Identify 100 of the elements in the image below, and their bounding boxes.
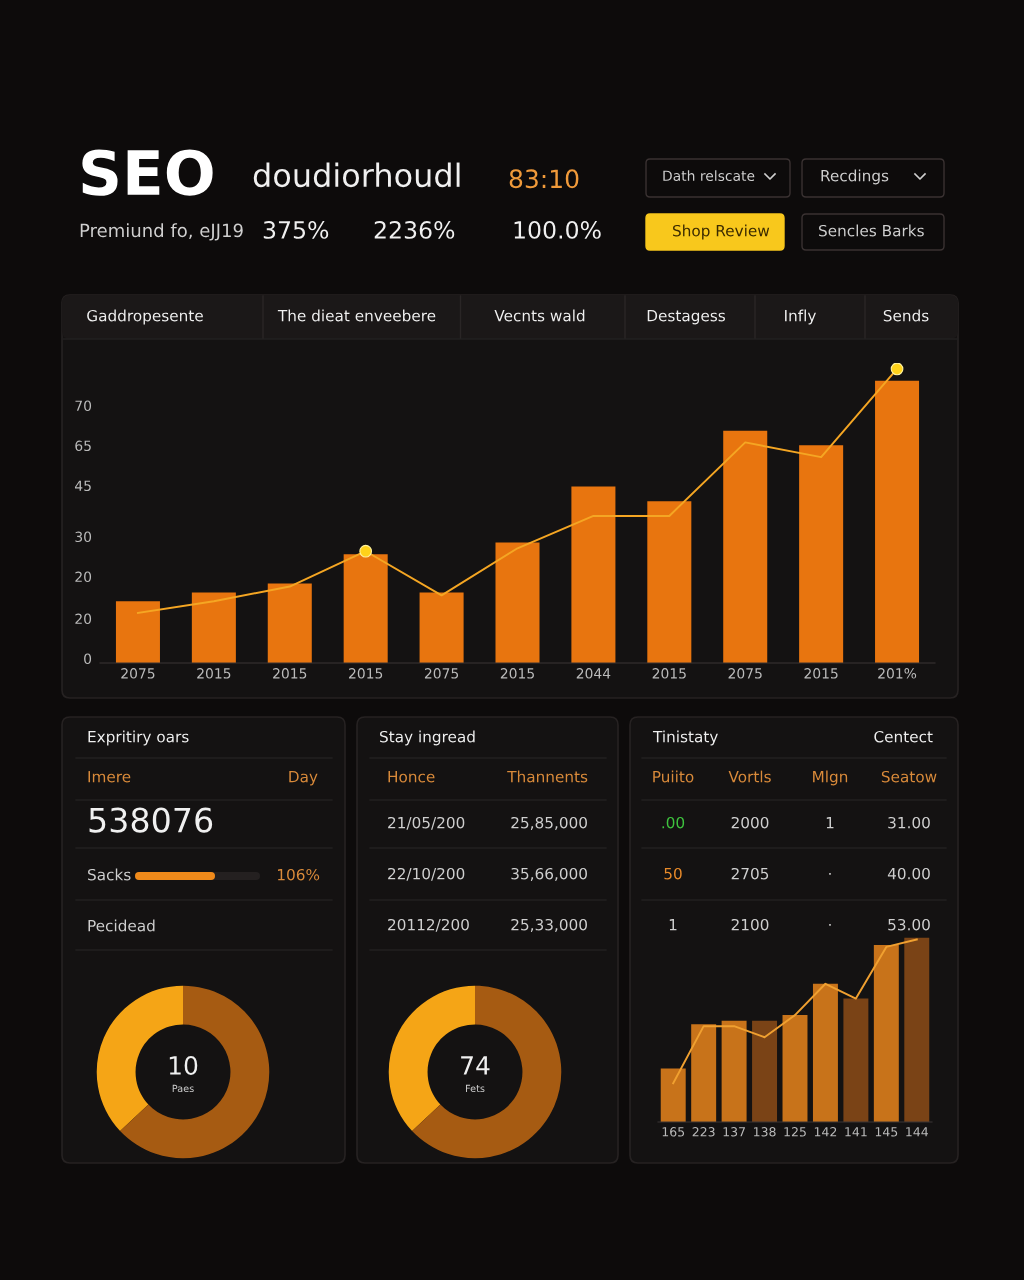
bar xyxy=(721,1020,747,1122)
text: Puiito xyxy=(653,770,694,783)
text: · xyxy=(829,872,831,875)
x-tick-label: 144 xyxy=(906,1127,929,1137)
x-tick-label: 137 xyxy=(723,1127,745,1137)
bar xyxy=(752,1020,778,1122)
text: Tinistaty xyxy=(652,730,718,746)
bar xyxy=(115,601,160,663)
text: 74 xyxy=(461,1056,490,1075)
text: doudiorhoudl xyxy=(253,162,460,188)
text: Stay ingread xyxy=(380,730,475,746)
text: The dieat enveebere xyxy=(277,309,436,322)
text: Gaddropesente xyxy=(87,309,203,325)
text: Honce xyxy=(388,771,435,783)
bar xyxy=(873,945,899,1122)
text: 20112/200 xyxy=(388,918,469,932)
text: .00 xyxy=(662,816,685,829)
bar xyxy=(343,554,388,663)
text: 20 xyxy=(75,571,92,583)
text: Recdings xyxy=(821,169,889,185)
text: Destagess xyxy=(647,310,725,325)
text: 0 xyxy=(84,653,92,665)
text: 83:10 xyxy=(509,169,579,189)
text: Fets xyxy=(466,1084,485,1093)
x-tick-label: 2015 xyxy=(349,668,383,679)
x-tick-label: 2015 xyxy=(273,668,307,679)
x-tick-label: 2015 xyxy=(500,668,534,679)
text: Centect xyxy=(874,730,933,743)
text: 40.00 xyxy=(887,867,930,880)
text: 53.00 xyxy=(888,918,930,931)
bar xyxy=(723,430,768,663)
text: 100.0% xyxy=(514,220,601,239)
text: 10 xyxy=(169,1056,198,1075)
donut-slice xyxy=(120,985,270,1159)
x-tick-label: 201% xyxy=(878,668,917,679)
text: Thannents xyxy=(507,770,588,783)
text: SEO xyxy=(82,149,213,196)
bar xyxy=(875,380,920,663)
bar xyxy=(660,1068,686,1122)
text: Imere xyxy=(88,771,131,783)
text: 2100 xyxy=(731,918,769,931)
bar xyxy=(843,998,869,1122)
text: 50 xyxy=(664,867,682,880)
text: Seatow xyxy=(881,770,937,783)
text: 45 xyxy=(75,480,91,492)
x-tick-label: 2044 xyxy=(576,668,611,679)
bar xyxy=(799,445,844,663)
x-tick-label: 2075 xyxy=(121,668,155,679)
text: Mlgn xyxy=(813,770,848,786)
text: Dath relscate xyxy=(663,170,755,182)
bar xyxy=(904,937,930,1122)
text: 106% xyxy=(278,868,320,881)
x-tick-label: 141 xyxy=(845,1127,867,1137)
text: 2236% xyxy=(374,220,455,239)
x-tick-label: 2075 xyxy=(424,668,459,679)
x-tick-label: 2015 xyxy=(197,668,231,679)
bar xyxy=(495,542,540,663)
text: 30 xyxy=(75,531,92,543)
text: Pecidead xyxy=(88,919,155,932)
text: 65 xyxy=(75,440,91,452)
x-tick-label: 165 xyxy=(662,1127,685,1137)
x-tick-label: 125 xyxy=(784,1127,806,1137)
text: Expritiry oars xyxy=(88,730,189,746)
text: Infly xyxy=(785,309,816,325)
bar xyxy=(782,1015,808,1122)
text: Day xyxy=(289,771,318,786)
bar xyxy=(647,501,692,663)
bar xyxy=(267,583,312,663)
text: Shop Review xyxy=(673,224,770,240)
text: 21/05/200 xyxy=(388,816,465,830)
bar xyxy=(191,592,236,663)
text: 375% xyxy=(263,220,329,239)
text: 25,85,000 xyxy=(511,816,587,830)
text: 1 xyxy=(826,817,834,829)
x-tick-label: 145 xyxy=(875,1127,898,1137)
bar xyxy=(812,983,838,1122)
bar xyxy=(419,592,464,663)
text: 1 xyxy=(669,919,677,931)
text: 31.00 xyxy=(888,816,930,829)
text: Paes xyxy=(172,1084,194,1093)
x-tick-label: 142 xyxy=(814,1127,837,1137)
x-tick-label: 138 xyxy=(754,1127,776,1137)
text: 70 xyxy=(75,400,92,412)
x-tick-label: 2015 xyxy=(652,668,686,679)
text: 22/10/200 xyxy=(388,867,465,881)
donut-slice xyxy=(412,985,562,1159)
text: · xyxy=(829,923,831,926)
text: 2705 xyxy=(731,867,769,880)
text: Sencles Barks xyxy=(819,224,924,237)
text: 2000 xyxy=(731,816,769,829)
text: 20 xyxy=(75,613,92,625)
bar xyxy=(691,1024,717,1122)
x-tick-label: 223 xyxy=(692,1127,715,1137)
x-tick-label: 2015 xyxy=(804,668,838,679)
text: Vortls xyxy=(728,770,771,783)
text: Sends xyxy=(883,309,929,322)
text: Sacks xyxy=(88,868,131,881)
text: 538076 xyxy=(89,807,213,833)
text: Vecnts wald xyxy=(494,309,585,322)
text: 35,66,000 xyxy=(511,867,587,881)
